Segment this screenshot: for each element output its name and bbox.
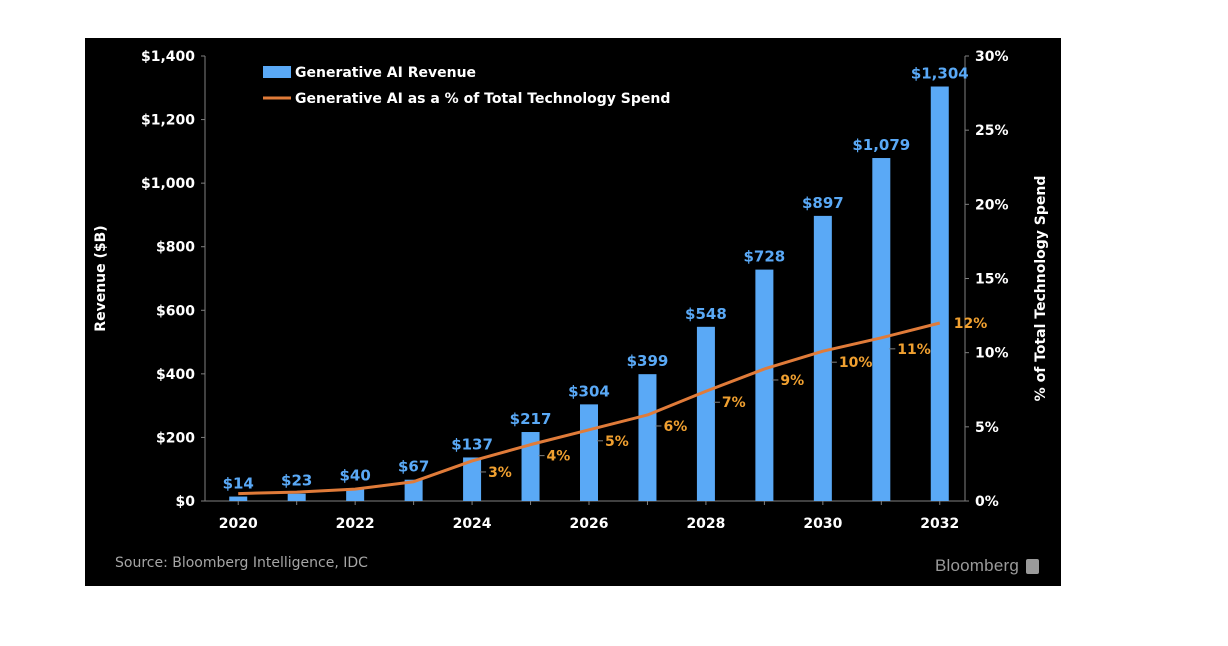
y-tick-label: $0	[176, 494, 196, 510]
bar-value-label: $217	[510, 410, 552, 428]
chart-svg: $0 $200 $400 $600 $800 $1,000 $1,200 $1,400 0% 5%…	[93, 49, 1049, 532]
line-series	[238, 321, 941, 496]
brand-mark-icon	[1026, 559, 1039, 574]
bar	[404, 479, 423, 501]
bar-value-label: $1,304	[911, 65, 969, 83]
bar	[346, 488, 365, 501]
bar-value-label: $14	[223, 475, 254, 493]
line-value-label: 9%	[780, 373, 804, 389]
y-tick-label: $800	[156, 240, 195, 256]
y2-tick-label: 10%	[975, 346, 1009, 362]
line-value-label: 7%	[722, 395, 746, 411]
legend-label-line: Generative AI as a % of Total Technology…	[295, 91, 670, 107]
y-tick-label: $600	[156, 303, 195, 319]
y2-tick-label: 25%	[975, 123, 1009, 139]
bar-value-label: $137	[451, 435, 493, 453]
y-axis-title: Revenue ($B)	[93, 225, 109, 331]
y2-tick-label: 15%	[975, 272, 1009, 288]
line-value-label: 4%	[547, 449, 571, 465]
bar	[813, 215, 832, 501]
x-tick-label: 2026	[570, 516, 609, 532]
line-value-label: 6%	[663, 419, 687, 435]
bar-value-label: $548	[685, 305, 727, 323]
bar	[463, 457, 482, 501]
bar	[755, 269, 774, 501]
line-value-label: 11%	[897, 342, 931, 358]
y2-tick-label: 5%	[975, 420, 999, 436]
line-value-label: 10%	[839, 355, 873, 371]
y-tick-label: $1,200	[141, 113, 195, 129]
y-tick-label: $1,400	[141, 49, 195, 65]
x-tick-label: 2020	[219, 516, 258, 532]
x-tick-label: 2022	[336, 516, 375, 532]
y-tick-label: $400	[156, 367, 195, 383]
x-tick-label: 2030	[803, 516, 842, 532]
bar-value-label: $23	[281, 472, 312, 490]
bar	[638, 374, 657, 501]
x-tick-label: 2032	[920, 516, 959, 532]
bar	[287, 493, 306, 501]
x-tick-label: 2028	[686, 516, 725, 532]
bar	[580, 404, 598, 501]
brand-logo: Bloomberg	[934, 556, 1019, 575]
bar	[696, 326, 715, 501]
source-note: Source: Bloomberg Intelligence, IDC	[115, 555, 368, 571]
legend-swatch-bar	[263, 66, 291, 78]
bar-value-label: $399	[627, 352, 669, 370]
bar	[930, 86, 949, 501]
bar	[521, 432, 540, 501]
bar-value-label: $1,079	[852, 136, 910, 154]
line-value-label: 3%	[488, 465, 512, 481]
y-tick-label: $1,000	[141, 176, 195, 192]
bar-value-label: $728	[744, 248, 786, 266]
x-tick-label: 2024	[453, 516, 492, 532]
y2-tick-label: 30%	[975, 49, 1009, 65]
y2-tick-label: 20%	[975, 197, 1009, 213]
y2-axis-title: % of Total Technology Spend	[1033, 176, 1049, 402]
bar-value-label: $897	[802, 194, 844, 212]
legend-label-bar: Generative AI Revenue	[295, 65, 476, 81]
bar-value-label: $304	[568, 382, 610, 400]
bar	[229, 496, 248, 501]
line-value-label: 5%	[605, 434, 629, 450]
y2-tick-label: 0%	[975, 494, 999, 510]
line-value-label: 12%	[954, 316, 988, 332]
bar-value-label: $40	[339, 466, 370, 484]
y-tick-label: $200	[156, 430, 195, 446]
bar	[872, 158, 891, 501]
chart-panel: $0 $200 $400 $600 $800 $1,000 $1,200 $1,400 0% 5%…	[85, 38, 1061, 586]
bar-value-label: $67	[398, 458, 429, 476]
